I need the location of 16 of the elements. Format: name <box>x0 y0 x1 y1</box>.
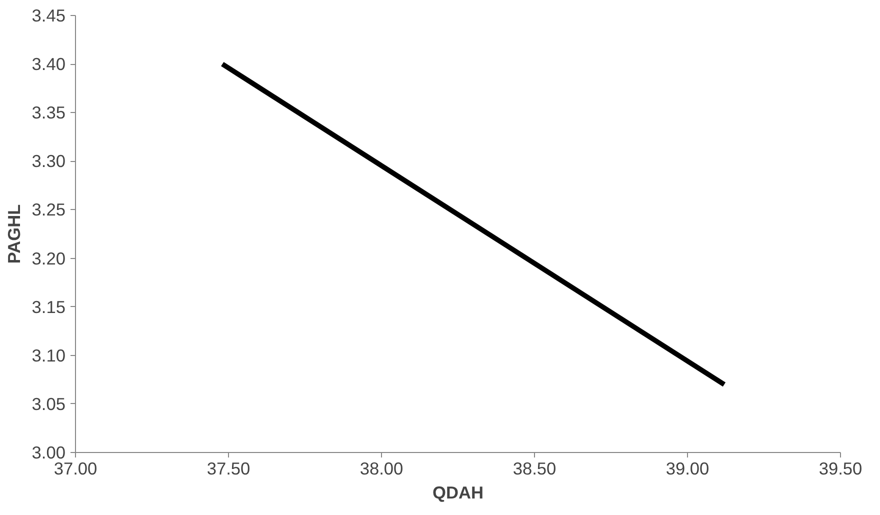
y-tick-label: 3.35 <box>32 102 66 123</box>
x-tick-label: 38.50 <box>512 458 556 478</box>
x-tick-label: 39.50 <box>818 458 862 478</box>
y-tick-label: 3.10 <box>32 345 66 366</box>
y-tick-label: 3.40 <box>32 54 66 74</box>
y-tick-label: 3.20 <box>32 248 66 268</box>
y-tick-label: 3.15 <box>32 296 66 317</box>
y-tick-label: 3.25 <box>32 200 66 220</box>
y-tick-label: 3.30 <box>32 151 66 172</box>
y-axis-title: PAGHL <box>4 204 24 264</box>
x-tick-label: 38.00 <box>360 458 404 478</box>
x-tick-label: 37.50 <box>206 458 250 478</box>
y-tick-label: 3.45 <box>32 6 66 26</box>
x-tick-label: 39.00 <box>666 458 710 478</box>
y-tick-label: 3.05 <box>32 394 66 414</box>
x-axis-title: QDAH <box>432 482 484 502</box>
